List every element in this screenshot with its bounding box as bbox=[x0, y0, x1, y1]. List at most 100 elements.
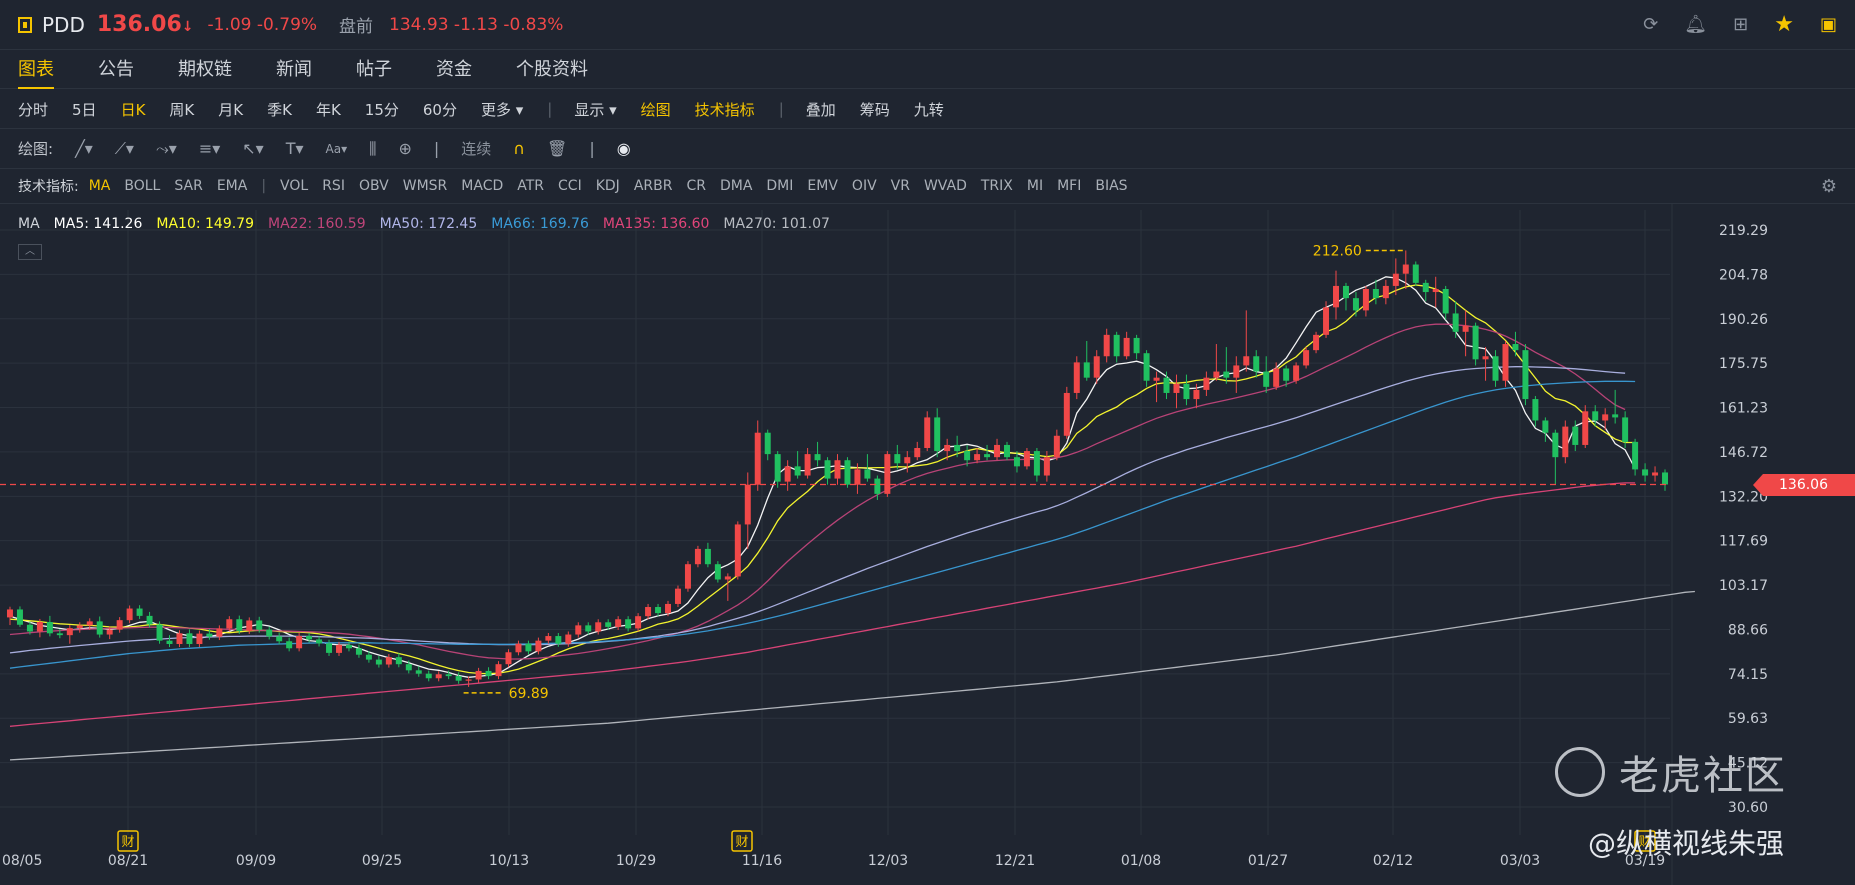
period-15min[interactable]: 15分 bbox=[364, 100, 399, 119]
indicator-macd[interactable]: MACD bbox=[461, 178, 504, 194]
ma-legend-item: MA135: 136.60 bbox=[602, 216, 710, 232]
indicator-wvad[interactable]: WVAD bbox=[923, 178, 967, 194]
grid-icon[interactable]: ⊞ bbox=[1733, 14, 1749, 35]
star-icon[interactable]: ★ bbox=[1774, 12, 1794, 37]
draw-toggle[interactable]: 绘图 bbox=[640, 100, 671, 119]
tab-announcements[interactable]: 公告 bbox=[98, 58, 134, 80]
candle bbox=[1183, 383, 1190, 400]
ma-legend-item: MA5: 141.26 bbox=[53, 216, 143, 232]
indicator-dmi[interactable]: DMI bbox=[766, 178, 794, 194]
font-tool-icon[interactable]: Aa▾ bbox=[325, 141, 348, 156]
candle bbox=[96, 621, 103, 635]
candle bbox=[1033, 451, 1040, 476]
indicator-trix[interactable]: TRIX bbox=[980, 178, 1013, 194]
candlestick-chart[interactable]: 219.29204.78190.26175.75161.23146.72132.… bbox=[0, 204, 1855, 885]
candle bbox=[615, 619, 622, 627]
candle bbox=[86, 621, 93, 626]
gear-icon[interactable]: ⚙ bbox=[1820, 175, 1837, 197]
eye-icon[interactable]: ◉ bbox=[616, 139, 631, 158]
candle bbox=[764, 432, 771, 455]
measure-tool-icon[interactable]: ⫼ bbox=[369, 138, 377, 158]
y-tick-label: 117.69 bbox=[1719, 534, 1768, 550]
indicator-atr[interactable]: ATR bbox=[517, 178, 545, 194]
y-tick-label: 219.29 bbox=[1719, 223, 1768, 239]
candle bbox=[1502, 344, 1509, 381]
tab-options[interactable]: 期权链 bbox=[178, 58, 232, 80]
tab-news[interactable]: 新闻 bbox=[276, 58, 312, 80]
candle bbox=[1083, 362, 1090, 378]
indicator-ma[interactable]: MA bbox=[88, 178, 111, 194]
arrow-tool-icon[interactable]: ↖▾ bbox=[242, 139, 264, 158]
indicator-cci[interactable]: CCI bbox=[558, 178, 582, 194]
tab-capital[interactable]: 资金 bbox=[436, 58, 472, 80]
display-dropdown[interactable]: 显示 ▾ bbox=[574, 100, 617, 119]
tab-profile[interactable]: 个股资料 bbox=[516, 58, 588, 80]
candle bbox=[1412, 264, 1419, 283]
indicator-sar[interactable]: SAR bbox=[174, 178, 203, 194]
fib-tool-icon[interactable]: ≡▾ bbox=[198, 139, 221, 158]
indicator-bias[interactable]: BIAS bbox=[1095, 178, 1128, 194]
period-quarterly[interactable]: 季K bbox=[267, 100, 292, 119]
period-weekly[interactable]: 周K bbox=[169, 100, 195, 119]
candle bbox=[1073, 362, 1080, 393]
chips-button[interactable]: 筹码 bbox=[859, 100, 890, 119]
tab-chart[interactable]: 图表 bbox=[18, 51, 54, 89]
premarket-label: 盘前 bbox=[339, 17, 374, 37]
refresh-icon[interactable]: ⟳ bbox=[1643, 14, 1659, 35]
candle bbox=[226, 619, 233, 629]
period-more-dropdown[interactable]: 更多 ▾ bbox=[480, 100, 524, 119]
collapse-icon[interactable]: ︿ bbox=[18, 244, 42, 260]
polyline-tool-icon[interactable]: ⟋▾ bbox=[114, 138, 134, 158]
overlay-button[interactable]: 叠加 bbox=[805, 100, 836, 119]
indicator-wmsr[interactable]: WMSR bbox=[402, 178, 448, 194]
indicator-emv[interactable]: EMV bbox=[807, 178, 838, 194]
indicator-rsi[interactable]: RSI bbox=[322, 178, 345, 194]
indicator-boll[interactable]: BOLL bbox=[124, 178, 161, 194]
indicator-vr[interactable]: VR bbox=[890, 178, 910, 194]
indicator-kdj[interactable]: KDJ bbox=[595, 178, 620, 194]
ma-legend-label: MA bbox=[18, 216, 40, 232]
candle bbox=[645, 607, 652, 617]
period-intraday[interactable]: 分时 bbox=[18, 100, 49, 119]
indicator-dma[interactable]: DMA bbox=[719, 178, 753, 194]
indicator-ema[interactable]: EMA bbox=[216, 178, 248, 194]
brand-text: 老虎社区 bbox=[1619, 753, 1787, 799]
indicator-toggle[interactable]: 技术指标 bbox=[694, 100, 755, 119]
candle bbox=[475, 670, 482, 680]
candle bbox=[1303, 350, 1310, 366]
candle bbox=[1472, 325, 1479, 360]
indicator-mfi[interactable]: MFI bbox=[1057, 178, 1082, 194]
period-daily[interactable]: 日K bbox=[120, 100, 146, 119]
indicator-vol[interactable]: VOL bbox=[280, 178, 309, 194]
tab-posts[interactable]: 帖子 bbox=[356, 58, 392, 80]
indicator-arbr[interactable]: ARBR bbox=[633, 178, 673, 194]
candle bbox=[525, 643, 532, 652]
period-yearly[interactable]: 年K bbox=[315, 100, 341, 119]
bell-icon[interactable]: 🔔︎ bbox=[1684, 14, 1708, 35]
period-5d[interactable]: 5日 bbox=[72, 100, 97, 119]
indicator-obv[interactable]: OBV bbox=[358, 178, 389, 194]
period-monthly[interactable]: 月K bbox=[218, 100, 244, 119]
indicator-cr[interactable]: CR bbox=[686, 178, 706, 194]
candle bbox=[425, 673, 432, 679]
candle bbox=[844, 460, 851, 485]
text-tool-icon[interactable]: T▾ bbox=[285, 139, 304, 158]
indicator-mi[interactable]: MI bbox=[1026, 178, 1044, 194]
window-icon[interactable]: ▣ bbox=[1819, 14, 1837, 35]
zoom-tool-icon[interactable]: ⊕ bbox=[398, 139, 412, 158]
candle bbox=[1652, 472, 1659, 476]
period-60min[interactable]: 60分 bbox=[422, 100, 457, 119]
candle bbox=[1023, 451, 1030, 467]
candle bbox=[794, 466, 801, 476]
candle bbox=[1173, 383, 1180, 393]
line-tool-icon[interactable]: ╱▾ bbox=[75, 139, 93, 158]
continuous-toggle[interactable]: 连续 bbox=[461, 140, 492, 158]
path-tool-icon[interactable]: ⤳▾ bbox=[155, 138, 177, 158]
magnet-icon[interactable]: ∩ bbox=[513, 139, 525, 158]
ma-legend-item: MA66: 169.76 bbox=[491, 216, 589, 232]
candle bbox=[1522, 350, 1529, 400]
nine-turn-button[interactable]: 九转 bbox=[913, 100, 944, 119]
trash-icon[interactable]: 🗑︎ bbox=[547, 139, 568, 158]
y-tick-label: 30.60 bbox=[1728, 800, 1768, 816]
indicator-oiv[interactable]: OIV bbox=[851, 178, 877, 194]
